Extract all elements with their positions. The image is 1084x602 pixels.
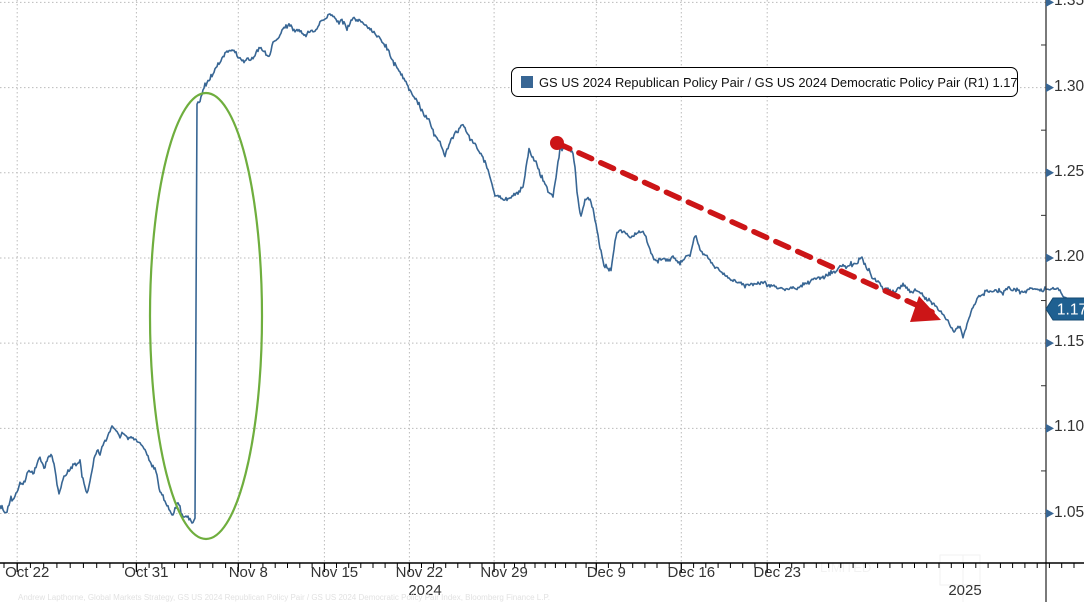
svg-text:1.17: 1.17 — [1057, 302, 1084, 319]
